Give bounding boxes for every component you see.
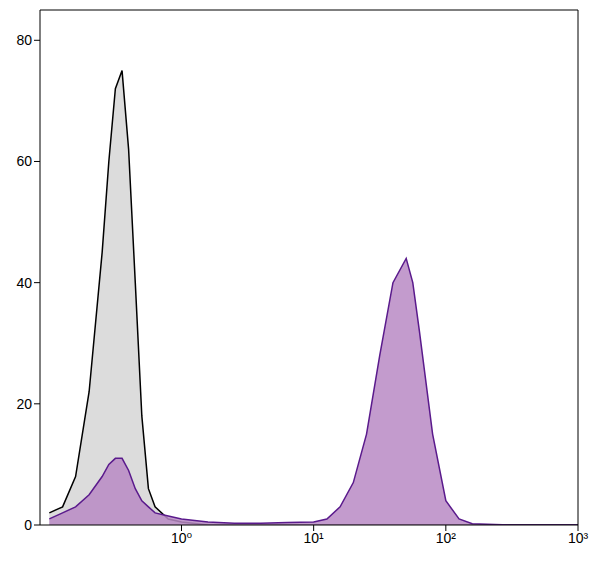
svg-text:10²: 10² [436, 530, 457, 546]
svg-text:10¹: 10¹ [304, 530, 325, 546]
svg-text:0: 0 [24, 517, 32, 533]
svg-text:60: 60 [16, 153, 32, 169]
svg-text:40: 40 [16, 275, 32, 291]
svg-text:10³: 10³ [568, 530, 589, 546]
svg-text:20: 20 [16, 396, 32, 412]
svg-text:10⁰: 10⁰ [171, 530, 193, 546]
svg-text:80: 80 [16, 32, 32, 48]
